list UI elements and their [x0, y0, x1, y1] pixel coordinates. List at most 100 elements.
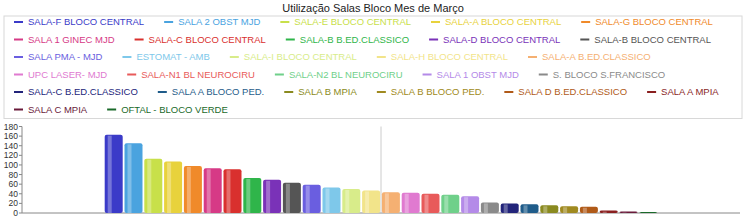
legend-label: SALA 1 GINEC MJD — [28, 34, 115, 45]
legend-swatch — [528, 56, 537, 58]
legend-swatch — [539, 74, 548, 76]
legend-label: SALA-N1 BL NEUROCIRU — [141, 69, 255, 80]
legend-swatch — [14, 56, 23, 58]
legend-item: SALA 2 OBST MJD — [164, 16, 260, 27]
legend-swatch — [581, 21, 590, 23]
legend-swatch — [431, 21, 440, 23]
bar-highlight — [167, 163, 171, 213]
bar — [283, 183, 301, 213]
legend-label: OFTAL - BLOCO VERDE — [121, 104, 228, 115]
legend-swatch — [230, 56, 239, 58]
legend-item: SALA-E BLOCO CENTRAL — [280, 16, 411, 27]
legend-swatch — [14, 39, 23, 41]
legend-swatch — [429, 39, 438, 41]
bar-highlight — [345, 190, 349, 213]
legend-swatch — [377, 56, 386, 58]
bar-highlight — [444, 196, 448, 213]
bar-highlight — [484, 203, 488, 213]
y-tick — [19, 126, 22, 127]
bar — [501, 203, 519, 213]
y-axis — [22, 127, 23, 214]
legend-swatch — [280, 21, 289, 23]
legend-swatch — [14, 109, 23, 111]
legend-label: SALA A BLOCO PED. — [172, 86, 264, 97]
bar-highlight — [266, 181, 270, 213]
y-tick — [19, 164, 22, 165]
legend-label: S. BLOCO S.FRANCISCO — [553, 69, 665, 80]
legend-label: SALA-B B.ED.CLASSICO — [300, 34, 409, 45]
y-tick-label: 140 — [4, 141, 18, 151]
y-tick — [19, 193, 22, 194]
y-tick-label: 40 — [9, 189, 19, 199]
legend-item: SALA-C B.ED.CLASSICO — [14, 86, 138, 97]
bar-highlight — [583, 208, 587, 213]
legend-label: SALA-I BLOCO CENTRAL — [244, 51, 357, 62]
legend-label: SALA 1 OBST MJD — [437, 69, 519, 80]
bar — [303, 185, 321, 213]
bar-highlight — [425, 195, 429, 213]
legend-label: SALA-D BLOCO CENTRAL — [443, 34, 560, 45]
legend-swatch — [275, 74, 284, 76]
legend-label: SALA-C BLOCO CENTRAL — [149, 34, 266, 45]
bar — [204, 168, 222, 213]
y-tick — [19, 184, 22, 185]
bar — [342, 189, 360, 213]
legend-label: SALA-E BLOCO CENTRAL — [294, 16, 411, 27]
legend-item: OFTAL - BLOCO VERDE — [107, 104, 228, 115]
legend-swatch — [158, 91, 167, 93]
legend-item: SALA-B B.ED.CLASSICO — [286, 34, 409, 45]
y-tick-label: 160 — [4, 131, 18, 141]
bars — [105, 135, 658, 213]
legend-item: SALA-C BLOCO CENTRAL — [135, 34, 266, 45]
bar-highlight — [464, 197, 468, 213]
bar-highlight — [385, 193, 389, 213]
legend-label: SALA 2 OBST MJD — [178, 16, 260, 27]
bar-highlight — [524, 205, 528, 213]
bar — [600, 211, 618, 213]
y-tick — [19, 203, 22, 204]
bar — [521, 204, 539, 213]
legend-item: ESTOMAT - AMB — [122, 51, 209, 62]
legend-item: SALA-A BLOCO CENTRAL — [431, 16, 561, 27]
y-tick — [19, 155, 22, 156]
y-tick — [19, 145, 22, 146]
bar — [184, 166, 202, 213]
bar — [620, 212, 638, 213]
legend-item: SALA PMA - MJD — [14, 51, 103, 62]
bar — [402, 193, 420, 213]
title: Utilização Salas Bloco Mes de Março — [282, 2, 464, 14]
bar — [362, 190, 380, 213]
y-tick — [19, 136, 22, 137]
bar-highlight — [187, 167, 191, 213]
legend-swatch — [14, 91, 23, 93]
legend-swatch — [14, 21, 23, 23]
bar — [125, 143, 143, 213]
legend-label: UPC LASER- MJD — [28, 69, 107, 80]
legend-swatch — [127, 74, 136, 76]
legend-label: SALA-G BLOCO CENTRAL — [595, 16, 713, 27]
bar-highlight — [207, 169, 211, 213]
legend-label: SALA B MPIA — [298, 86, 357, 97]
legend-swatch — [284, 91, 293, 93]
legend-label: SALA-A B.ED.CLASSICO — [542, 51, 651, 62]
bar-highlight — [405, 194, 409, 213]
y-tick-label: 100 — [4, 160, 18, 170]
legend-label: SALA-C B.ED.CLASSICO — [28, 86, 138, 97]
legend-swatch — [122, 56, 131, 58]
legend-swatch — [14, 74, 23, 76]
legend-item: SALA C MPIA — [14, 104, 88, 115]
legend-label: SALA-B BLOCO CENTRAL — [594, 34, 711, 45]
legend-label: SALA-N2 BL NEUROCIRU — [289, 69, 403, 80]
bar-highlight — [623, 212, 627, 213]
legend-swatch — [107, 109, 116, 111]
bar — [323, 188, 341, 213]
category-divider — [381, 127, 382, 214]
legend-swatch — [286, 39, 295, 41]
legend-item: UPC LASER- MJD — [14, 69, 107, 80]
bar-highlight — [227, 170, 231, 213]
legend-swatch — [135, 39, 144, 41]
bar — [441, 195, 459, 213]
legend-item: SALA-N2 BL NEUROCIRU — [275, 69, 403, 80]
legend-swatch — [377, 91, 386, 93]
legend-swatch — [580, 39, 589, 41]
